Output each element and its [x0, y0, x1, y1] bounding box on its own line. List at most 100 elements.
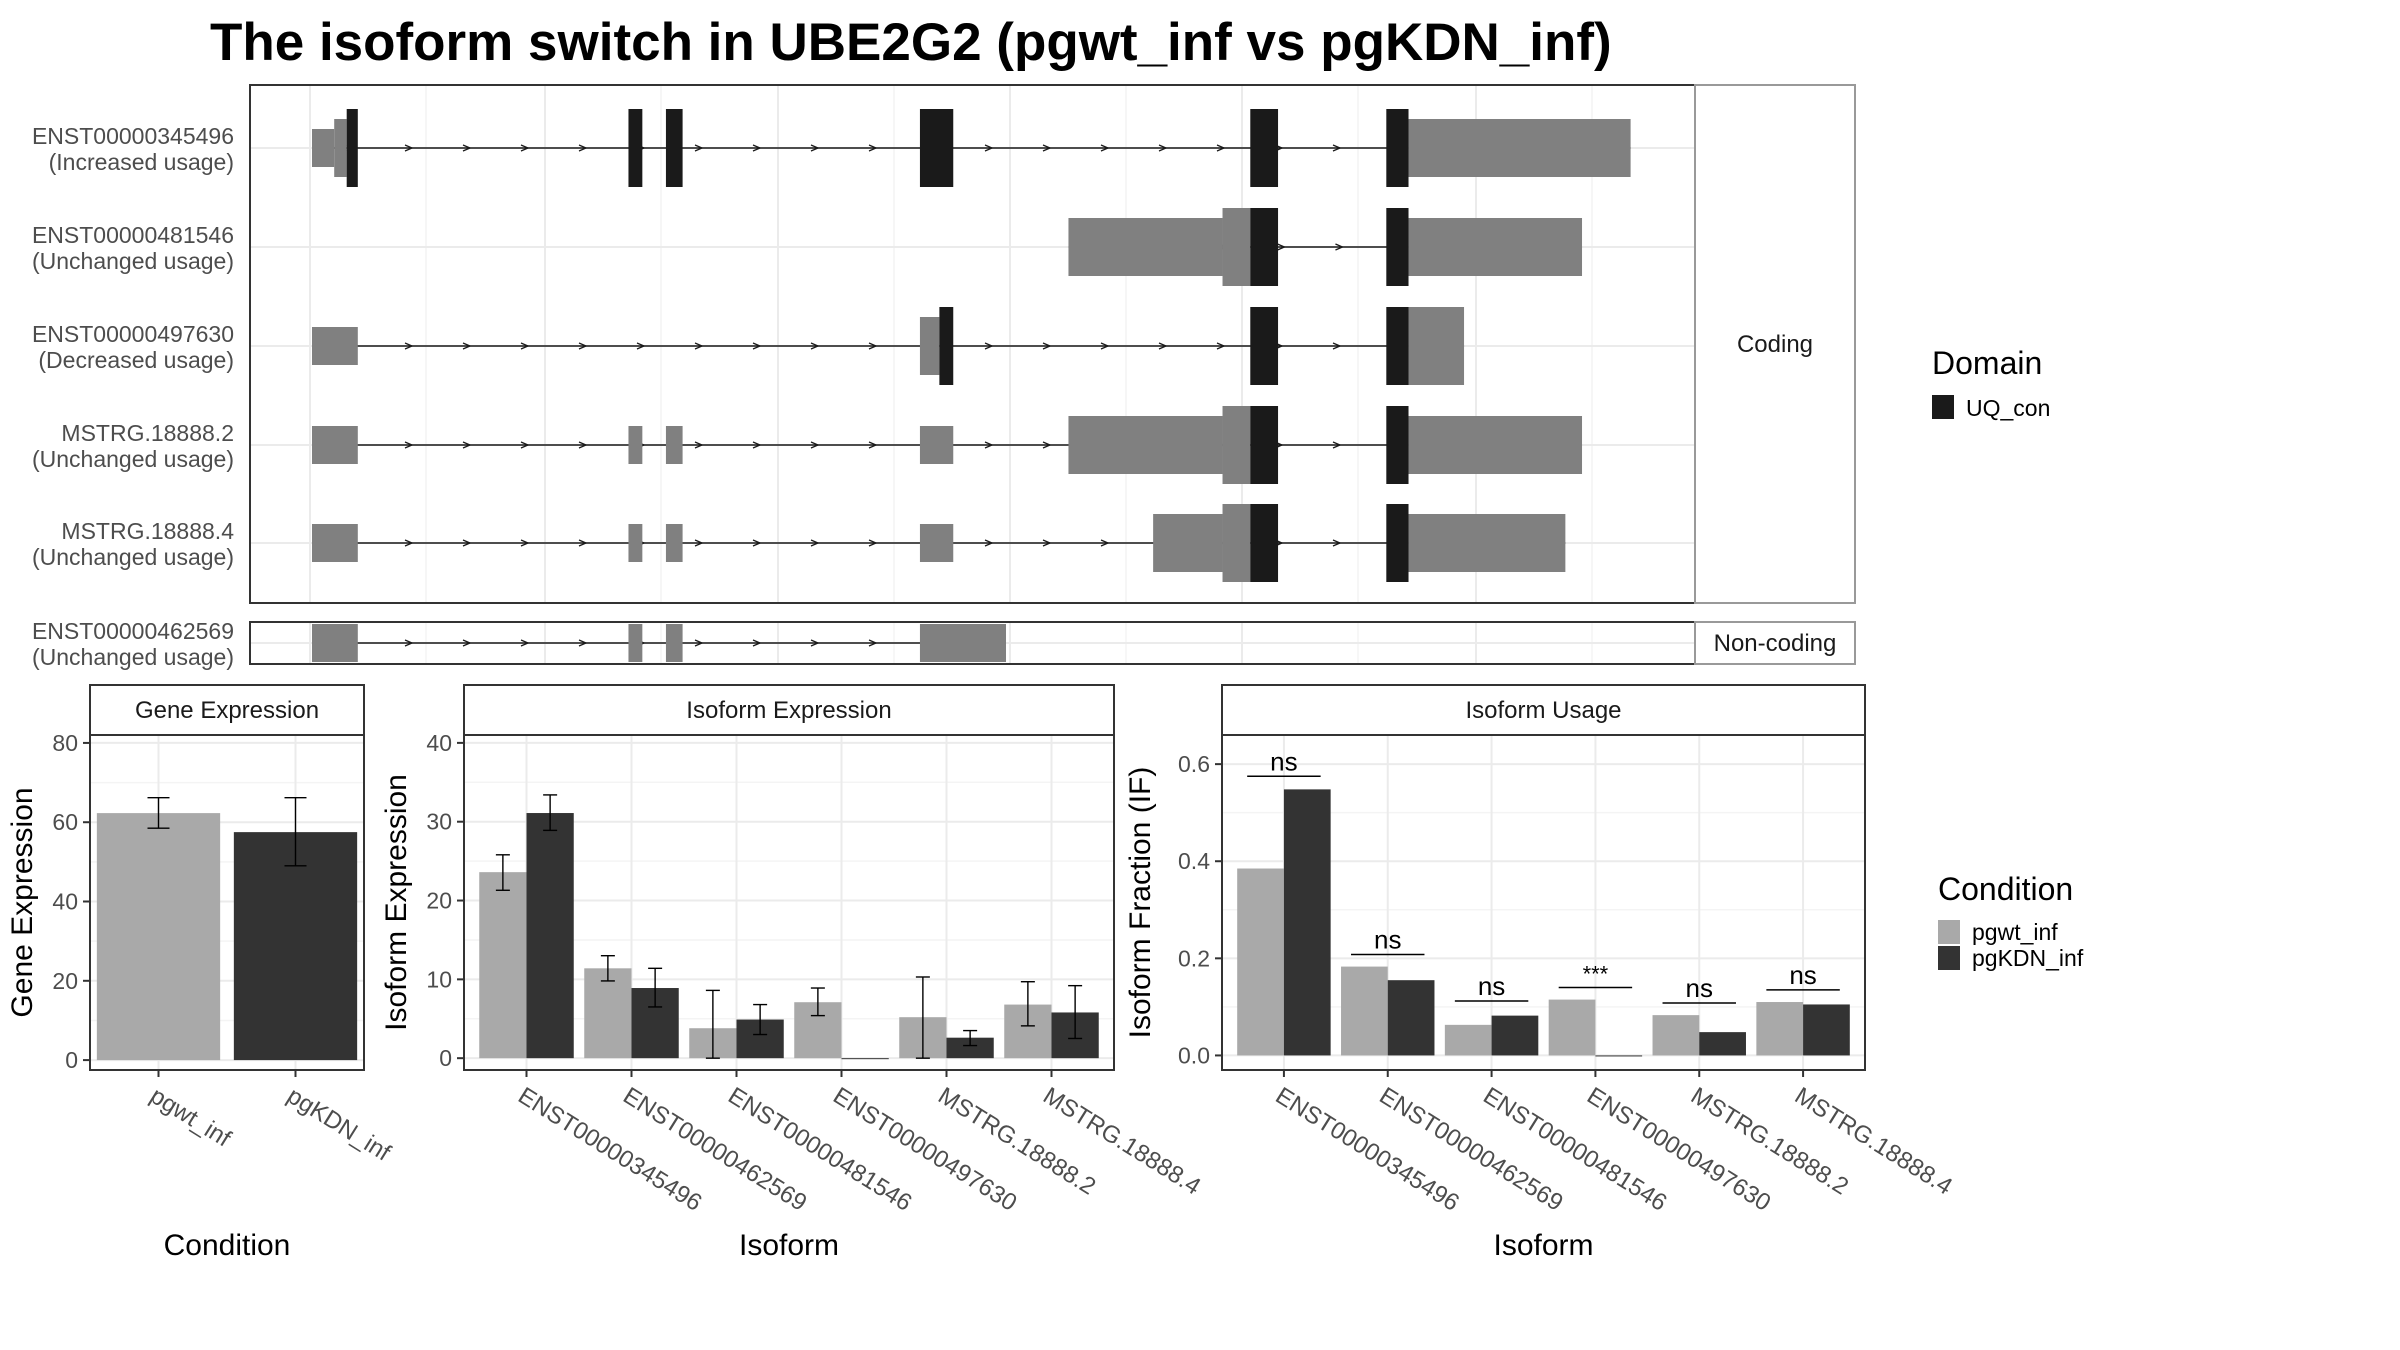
intron-arrow — [810, 144, 820, 152]
intron-arrow — [578, 441, 588, 449]
exon-domain-uq-con — [1386, 307, 1409, 385]
panel-strip-title: Gene Expression — [135, 697, 319, 724]
x-tick-label: ENST00000345496 — [513, 1082, 706, 1217]
exon-domain-uq-con — [1250, 406, 1279, 484]
bar-marks — [479, 794, 1099, 1060]
intron-arrow — [1335, 243, 1345, 251]
bar-pgwt_inf-0 — [479, 872, 527, 1059]
exon-domain-uq-con — [939, 307, 954, 385]
exon-utr — [1068, 416, 1223, 474]
x-tick-label: ENST00000345496 — [1271, 1082, 1464, 1217]
exon-utr — [1068, 218, 1223, 276]
x-axis-title: Isoform — [1493, 1229, 1593, 1262]
y-axis-title: Isoform Fraction (IF) — [1124, 767, 1157, 1039]
intron-arrow — [752, 342, 762, 350]
intron-arrow — [694, 144, 704, 152]
intron-arrow — [694, 342, 704, 350]
transcript-row-1: ENST00000481546(Unchanged usage) — [32, 208, 1583, 286]
exon-utr — [919, 426, 954, 464]
intron-arrow — [984, 539, 994, 547]
domain-legend-swatch — [1932, 395, 1954, 419]
transcript-usage-label: (Unchanged usage) — [32, 544, 234, 570]
exon-domain-uq-con — [346, 109, 358, 187]
intron-arrow — [984, 441, 994, 449]
intron-arrow — [520, 144, 530, 152]
bar-pgKDN_inf — [233, 832, 358, 1061]
condition-legend-swatch — [1938, 920, 1960, 944]
intron-arrow — [1100, 144, 1110, 152]
intron-arrow — [462, 441, 472, 449]
bar-pgKDN_inf-3 — [841, 1058, 889, 1060]
intron-arrow — [1042, 342, 1052, 350]
intron-arrow — [1042, 144, 1052, 152]
intron-arrow — [1158, 342, 1168, 350]
x-axis-title: Condition — [164, 1229, 291, 1262]
bar-marks: ns ns ns *** ns ns — [1237, 746, 1850, 1057]
exon-utr — [1408, 307, 1465, 385]
bar-pgKDN_inf-4 — [946, 1037, 994, 1059]
y-tick-label: 80 — [52, 730, 78, 756]
facet-label-coding: Coding — [1737, 331, 1813, 358]
significance-label: ns — [1270, 746, 1297, 776]
exon-domain-uq-con — [1250, 504, 1279, 582]
significance-label: ns — [1789, 960, 1816, 990]
exon-domain-uq-con — [1386, 109, 1409, 187]
intron-arrow — [1042, 539, 1052, 547]
exon-utr — [312, 426, 358, 464]
panel-strip — [89, 684, 365, 736]
intron-arrow — [984, 144, 994, 152]
condition-legend-label: pgKDN_inf — [1972, 945, 2084, 971]
intron-arrow — [462, 144, 472, 152]
exon-utr — [919, 317, 940, 375]
condition-legend-title: Condition — [1938, 871, 2073, 907]
facet-label-noncoding: Non-coding — [1714, 630, 1837, 657]
y-tick-label: 30 — [426, 809, 452, 835]
intron-arrow — [1158, 144, 1168, 152]
y-tick-label: 0 — [65, 1047, 78, 1073]
intron-arrow — [578, 639, 588, 647]
y-axis-title: Gene Expression — [6, 787, 39, 1017]
exon-domain-uq-con — [1250, 208, 1279, 286]
exon-utr — [1408, 119, 1631, 177]
domain-legend-title: Domain — [1932, 345, 2042, 381]
transcript-id-label: MSTRG.18888.4 — [61, 518, 234, 544]
intron-arrow — [810, 639, 820, 647]
x-tick-label: pgwt_inf — [145, 1082, 235, 1152]
transcript-id-label: ENST00000481546 — [32, 222, 234, 248]
transcript-usage-label: (Unchanged usage) — [32, 644, 234, 670]
intron-arrow — [984, 342, 994, 350]
intron-arrow — [752, 441, 762, 449]
domain-legend: Domain UQ_con — [1932, 345, 2050, 421]
x-axis-title: Isoform — [739, 1229, 839, 1262]
panel-strip — [1221, 684, 1866, 736]
exon-domain-uq-con — [1250, 307, 1279, 385]
exon-utr — [312, 327, 358, 365]
x-tick-label: ENST00000462569 — [618, 1082, 811, 1217]
transcript-usage-label: (Unchanged usage) — [32, 248, 234, 274]
figure-title: The isoform switch in UBE2G2 (pgwt_inf v… — [210, 13, 1612, 72]
y-tick-label: 0.2 — [1178, 945, 1210, 971]
y-tick-label: 0.4 — [1178, 848, 1210, 874]
intron-arrow — [868, 441, 878, 449]
exon-utr — [1408, 514, 1566, 572]
intron-arrow — [810, 342, 820, 350]
y-tick-label: 0.6 — [1178, 751, 1210, 777]
transcript-id-label: ENST00000462569 — [32, 618, 234, 644]
domain-legend-label: UQ_con — [1966, 395, 2050, 421]
intron-arrow — [752, 639, 762, 647]
condition-legend-label: pgwt_inf — [1972, 919, 2058, 945]
intron-arrow — [1216, 144, 1226, 152]
exon-utr — [628, 426, 643, 464]
exon-domain-uq-con — [1386, 406, 1409, 484]
intron-arrow — [404, 539, 414, 547]
exon-utr — [312, 524, 358, 562]
intron-arrow — [868, 639, 878, 647]
y-tick-label: 10 — [426, 966, 452, 992]
exon-domain-uq-con — [1386, 208, 1409, 286]
bar-pgKDN_inf-3 — [1595, 1055, 1643, 1057]
exon-utr — [665, 524, 683, 562]
bar-pgKDN_inf-5 — [1803, 1004, 1850, 1056]
